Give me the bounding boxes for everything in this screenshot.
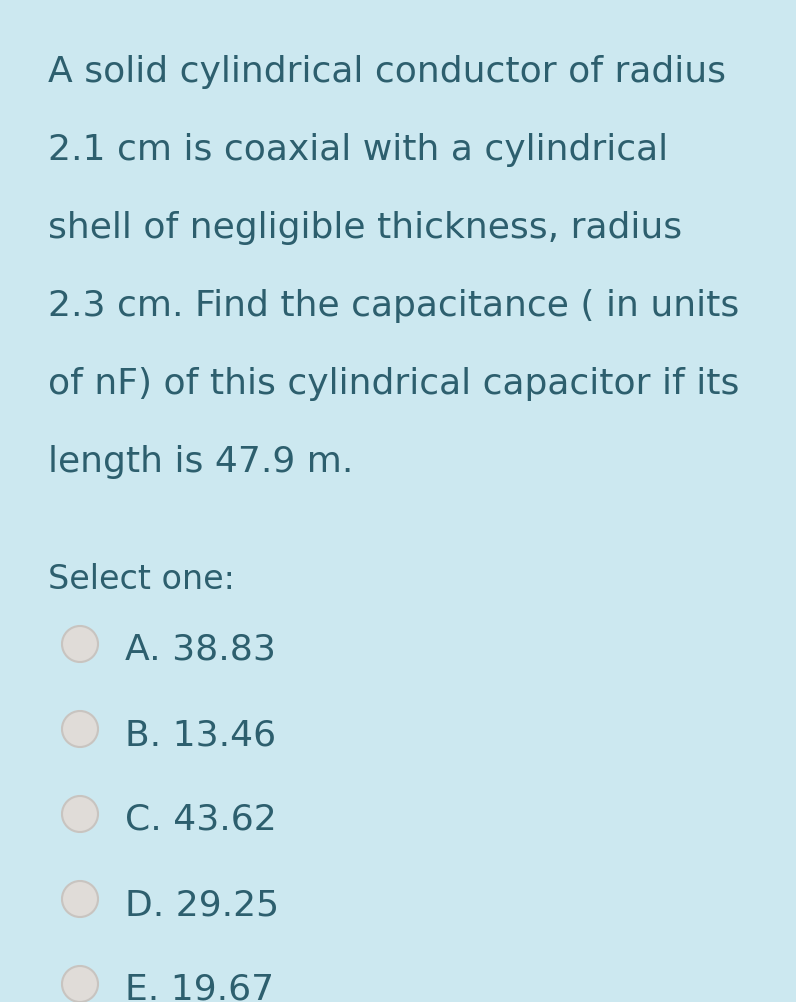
Text: E. 19.67: E. 19.67 xyxy=(125,972,274,1002)
Circle shape xyxy=(62,966,98,1002)
Circle shape xyxy=(62,881,98,917)
Text: shell of negligible thickness, radius: shell of negligible thickness, radius xyxy=(48,210,682,244)
Text: C. 43.62: C. 43.62 xyxy=(125,803,277,836)
Text: D. 29.25: D. 29.25 xyxy=(125,887,279,921)
Text: 2.3 cm. Find the capacitance ( in units: 2.3 cm. Find the capacitance ( in units xyxy=(48,289,739,323)
Text: B. 13.46: B. 13.46 xyxy=(125,717,276,752)
Circle shape xyxy=(62,797,98,833)
Text: 2.1 cm is coaxial with a cylindrical: 2.1 cm is coaxial with a cylindrical xyxy=(48,133,668,167)
Text: of nF) of this cylindrical capacitor if its: of nF) of this cylindrical capacitor if … xyxy=(48,367,739,401)
Text: length is 47.9 m.: length is 47.9 m. xyxy=(48,445,353,479)
Circle shape xyxy=(62,711,98,747)
Text: A solid cylindrical conductor of radius: A solid cylindrical conductor of radius xyxy=(48,55,726,89)
Text: A. 38.83: A. 38.83 xyxy=(125,632,276,666)
Circle shape xyxy=(62,626,98,662)
Text: Select one:: Select one: xyxy=(48,562,235,595)
